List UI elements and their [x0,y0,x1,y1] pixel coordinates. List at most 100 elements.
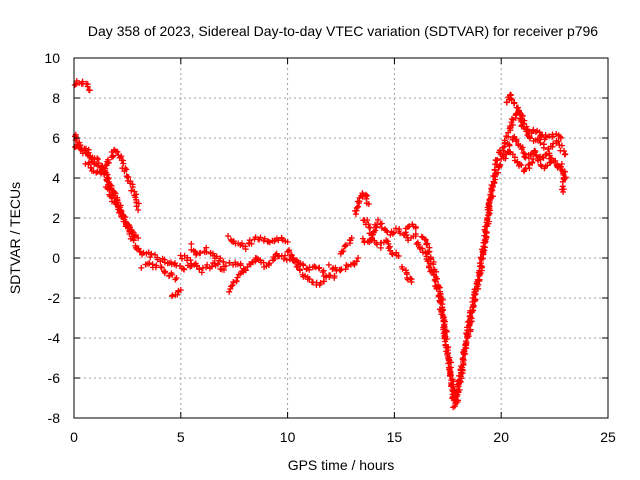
data-point [228,283,235,290]
data-point [378,224,385,231]
data-point [86,87,92,93]
data-point [187,257,194,264]
data-point [555,138,562,145]
data-point [412,225,419,231]
data-point [153,262,160,269]
data-point [282,252,288,259]
data-point [521,153,528,160]
data-point [393,249,400,256]
data-point [148,250,155,257]
data-point [508,116,515,122]
data-point [177,287,184,293]
data-point [169,271,176,278]
data-point [520,124,527,130]
data-point [415,241,422,248]
data-point [440,315,447,322]
data-point [561,168,568,175]
data-point [187,263,194,270]
x-tick-label: 20 [493,429,509,445]
data-point [234,274,241,281]
data-point [340,248,347,255]
data-point [507,95,514,102]
data-point [321,278,327,285]
plot-frame [73,57,609,419]
data-point [222,262,229,269]
y-tick-label: 4 [52,170,60,186]
data-point [502,155,509,162]
data-point [482,236,489,243]
data-point [355,203,361,210]
data-point [503,99,510,106]
data-point [367,224,374,231]
data-point [491,180,498,187]
data-point [554,164,561,171]
data-point [449,376,456,383]
data-point [484,217,490,224]
y-tick-label: -2 [48,290,61,306]
data-point [102,169,109,176]
data-point [342,242,349,249]
data-point [525,162,532,168]
y-tick-label: 6 [52,130,60,146]
axis-ticks [73,57,609,419]
data-point [208,263,215,270]
data-point [507,123,513,130]
x-tick-label: 5 [177,429,185,445]
data-point [311,263,318,270]
data-point [246,237,253,244]
data-point [518,146,525,153]
y-tick-label: 2 [52,210,60,226]
data-point [488,186,495,193]
y-tick-label: -4 [48,330,61,346]
data-point [88,165,95,171]
data-point [455,383,462,390]
data-point [94,156,101,163]
data-point [315,264,322,271]
data-point [560,189,567,195]
data-point [85,161,92,168]
data-point [355,255,362,261]
data-point [110,153,117,160]
data-point [215,261,221,268]
data-point [343,241,349,248]
data-point [225,233,231,239]
data-point [138,264,145,271]
data-point [213,253,220,260]
data-point [540,154,547,161]
data-point [431,271,438,278]
data-point [119,213,126,220]
data-point [491,166,498,173]
data-point [463,331,470,338]
data-point [135,245,142,252]
data-point [332,264,339,271]
data-point [489,183,496,190]
data-point [84,83,91,90]
data-point [558,163,564,170]
y-tick-label: 10 [44,50,60,66]
data-point [506,148,513,155]
data-point [286,247,292,254]
data-point [441,314,447,321]
data-point [140,249,147,256]
data-point [133,203,140,210]
x-tick-label: 25 [600,429,616,445]
data-point [105,156,111,163]
data-point [364,192,371,199]
data-point [257,257,264,264]
data-point [497,161,504,168]
data-point [117,208,124,215]
x-tick-label: 10 [280,429,296,445]
data-point [543,134,549,141]
data-point [88,155,95,162]
x-tick-label: 0 [70,429,78,445]
data-point [489,193,496,200]
data-point [375,216,381,223]
data-point [297,267,303,274]
data-point [174,291,181,298]
data-point [93,169,100,176]
data-point [548,156,555,162]
data-point [133,191,140,198]
data-point [549,133,556,140]
data-point [74,141,81,148]
data-points [71,78,569,411]
